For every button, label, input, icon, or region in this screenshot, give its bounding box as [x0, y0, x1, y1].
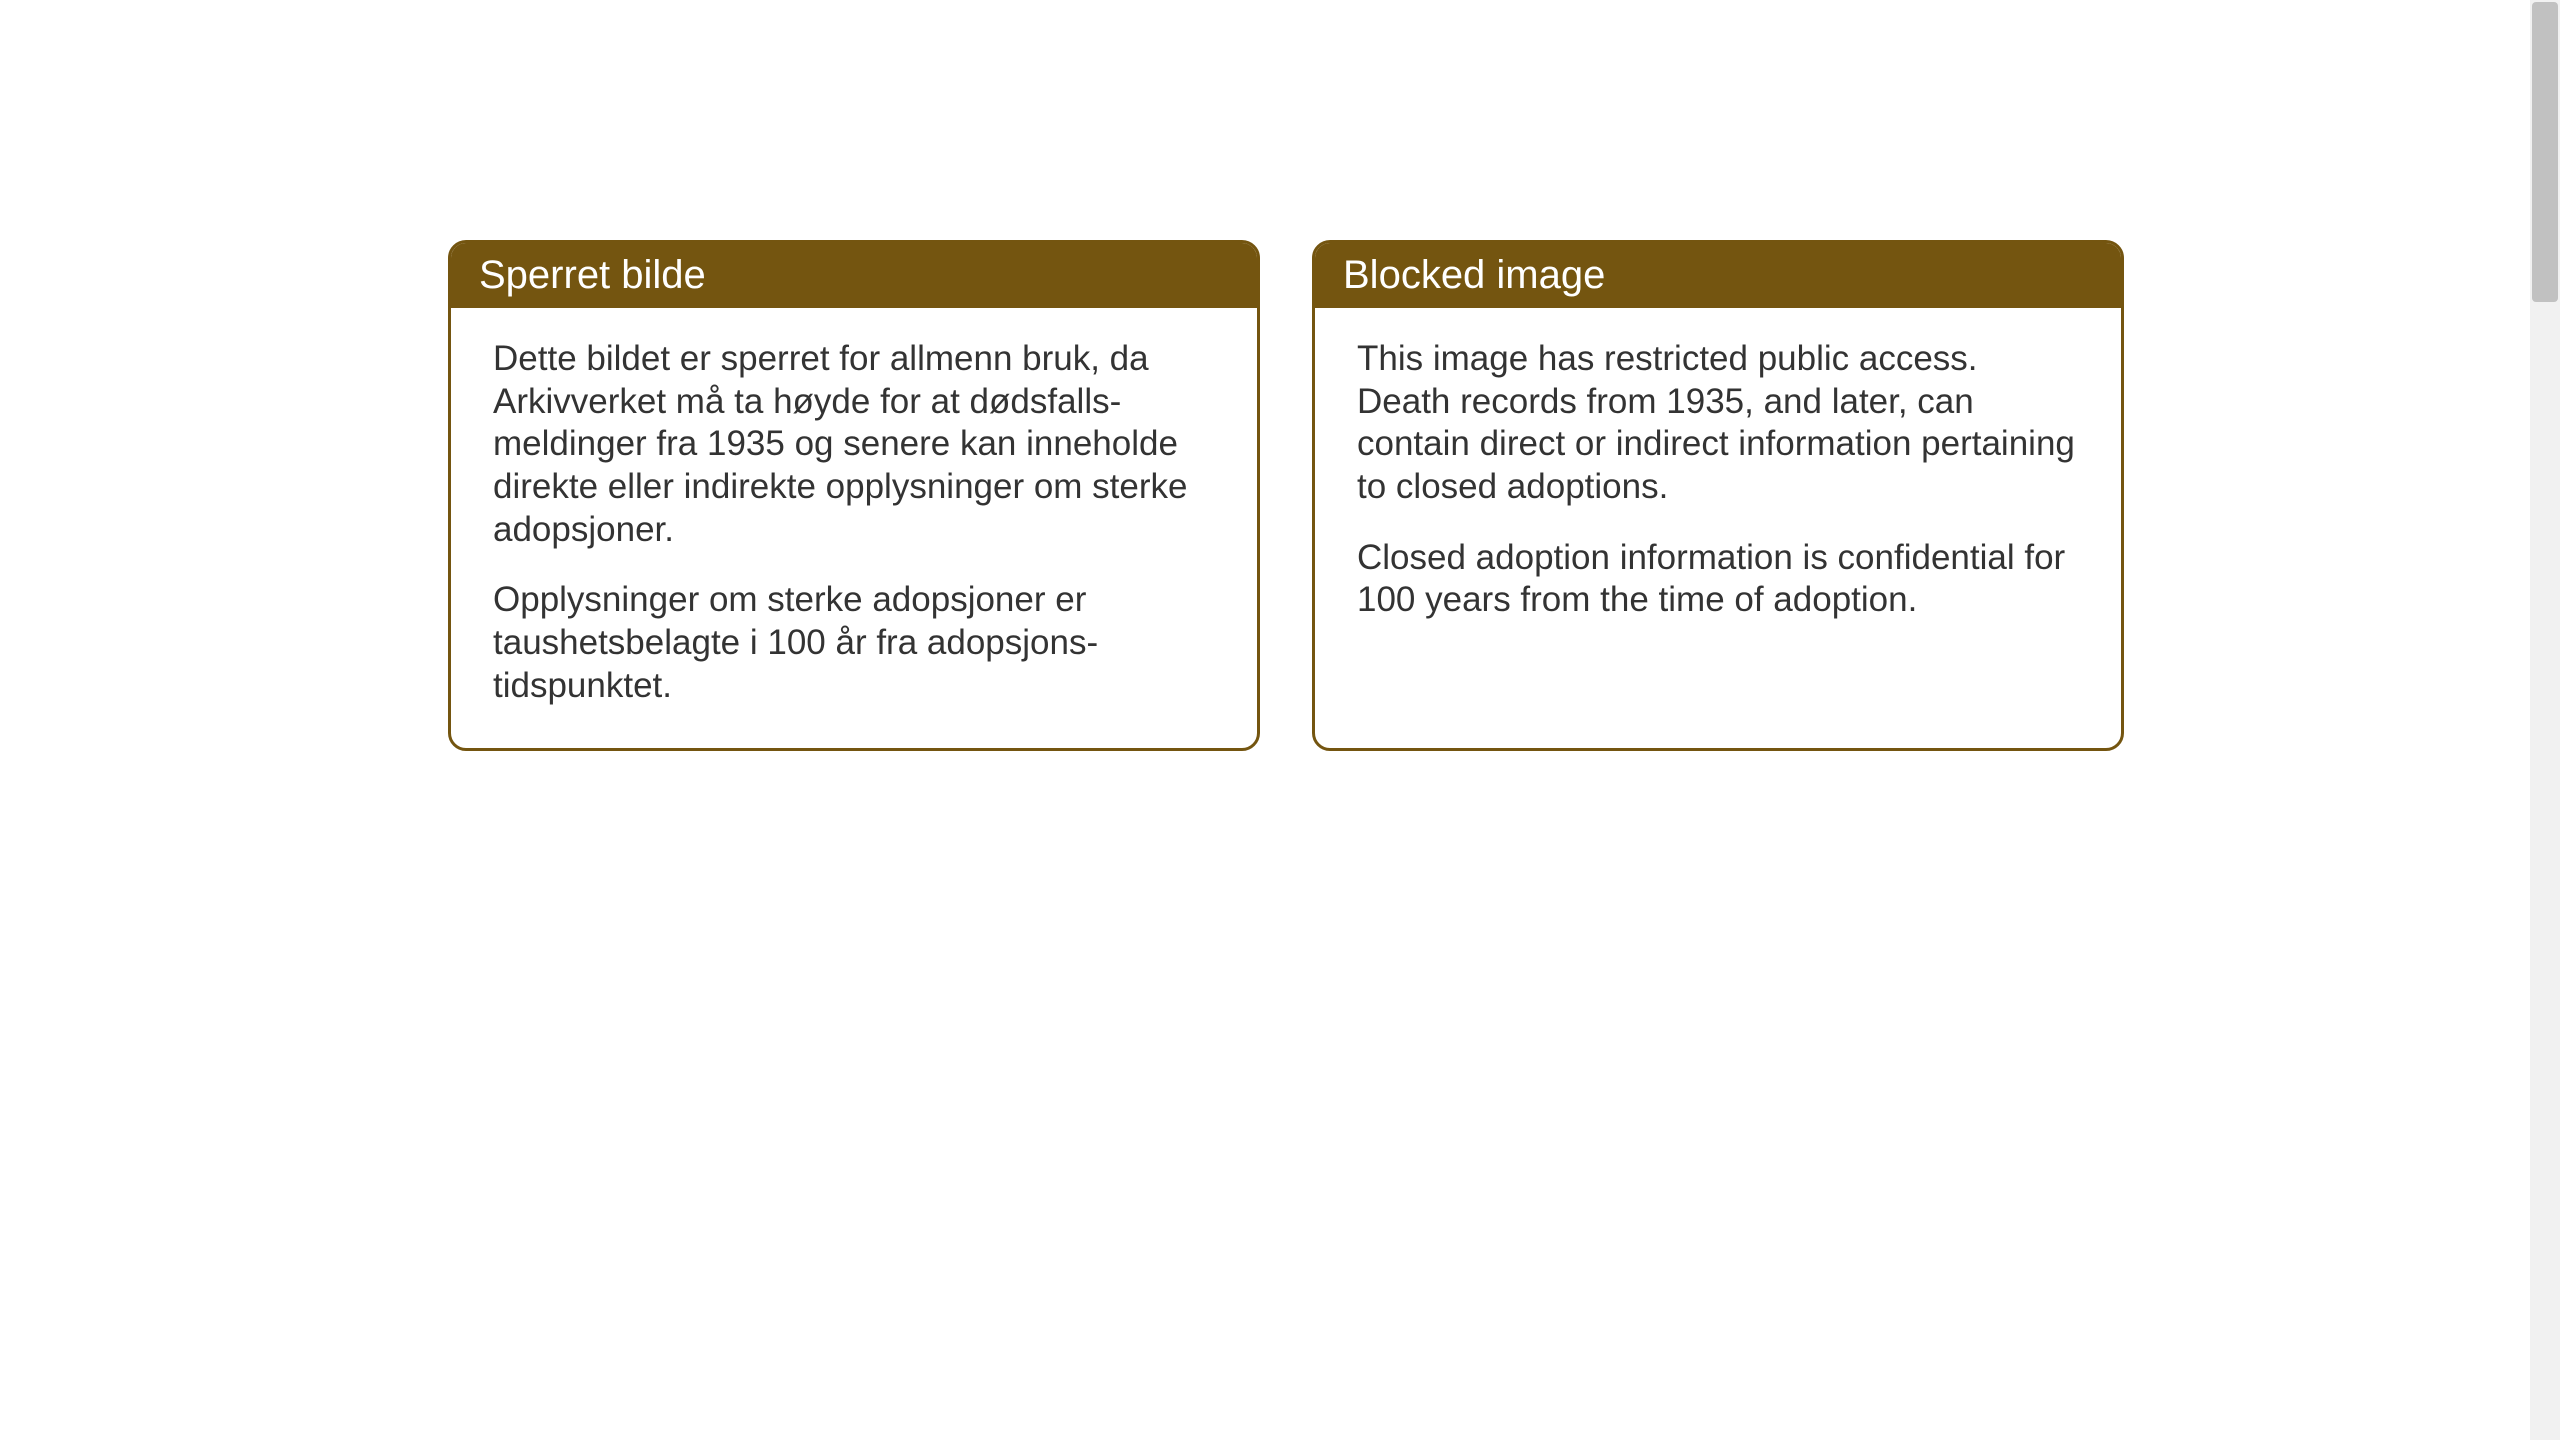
scrollbar-track[interactable]: [2530, 0, 2560, 1440]
notice-cards-container: Sperret bilde Dette bildet er sperret fo…: [448, 240, 2124, 751]
card-body-english: This image has restricted public access.…: [1315, 308, 2121, 662]
card-body-norwegian: Dette bildet er sperret for allmenn bruk…: [451, 308, 1257, 748]
paragraph-2-norwegian: Opplysninger om sterke adopsjoner er tau…: [493, 579, 1215, 707]
paragraph-2-english: Closed adoption information is confident…: [1357, 537, 2079, 622]
card-header-english: Blocked image: [1315, 243, 2121, 308]
card-header-norwegian: Sperret bilde: [451, 243, 1257, 308]
notice-card-english: Blocked image This image has restricted …: [1312, 240, 2124, 751]
paragraph-1-norwegian: Dette bildet er sperret for allmenn bruk…: [493, 338, 1215, 551]
paragraph-1-english: This image has restricted public access.…: [1357, 338, 2079, 509]
notice-card-norwegian: Sperret bilde Dette bildet er sperret fo…: [448, 240, 1260, 751]
scrollbar-thumb[interactable]: [2532, 2, 2558, 302]
